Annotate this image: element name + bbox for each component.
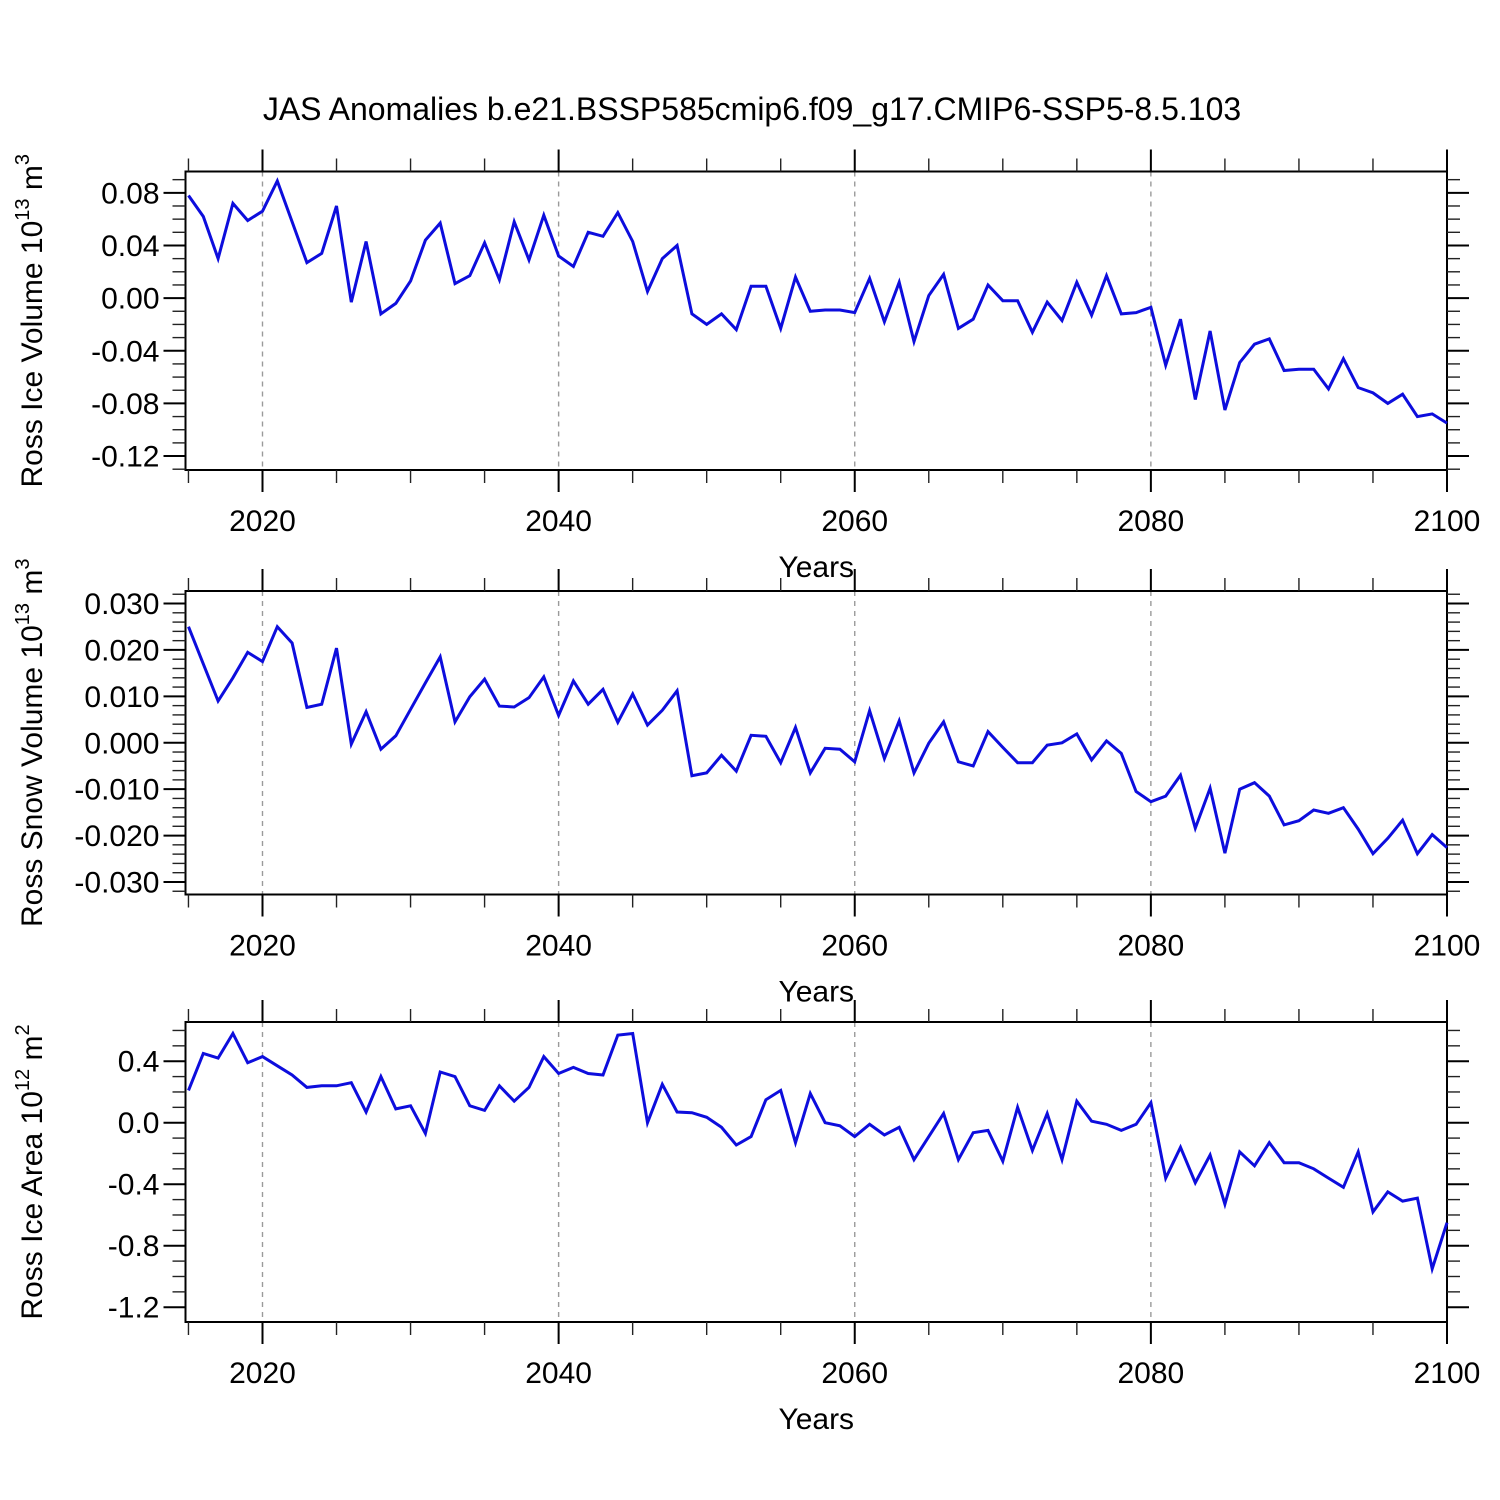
x-tick-label: 2060 [821,1357,888,1390]
y-tick-label: 0.020 [84,634,159,667]
y-tick-label: -0.12 [91,441,159,474]
x-tick-label: 2060 [821,505,888,538]
ross-ice-volume-series [187,177,1448,425]
y-tick-label: -0.8 [108,1230,160,1263]
y-tick-label: 0.08 [101,177,159,210]
x-tick-label: 2020 [229,930,296,963]
plot-frame [184,590,1448,896]
x-axis-label: Years [778,1403,854,1436]
y-tick-label: 0.000 [84,727,159,760]
x-tick-label: 2040 [525,505,592,538]
panel-ross-ice-area: 2020 2040 2060 2080 2100 0.4 0.0 -0.4 -0.8 -1.2 Ye… [12,1000,1480,1436]
x-tick-label: 2100 [1414,930,1481,963]
panel-ross-ice-volume: 2020 2040 2060 2080 2100 0.08 0.04 0.00 -0.04 -0.… [12,149,1481,584]
x-axis-label: Years [778,551,854,584]
x-tick-label: 2100 [1414,1357,1481,1390]
plot-frame [184,1021,1448,1323]
y-tick-label: 0.0 [118,1107,160,1140]
y-axis-label: Ross Snow Volume 1013 m3 [12,558,49,927]
ross-snow-volume-series [187,623,1448,857]
y-tick-label: -0.020 [74,820,159,853]
y-tick-label: 0.4 [118,1046,160,1079]
x-tick-label: 2040 [525,1357,592,1390]
y-tick-label: -0.04 [91,335,159,368]
y-tick-label: 0.00 [101,283,159,316]
y-tick-label: 0.010 [84,681,159,714]
ross-ice-area-series [187,1030,1449,1275]
panels-group: 2020 2040 2060 2080 2100 0.08 0.04 0.00 -0.04 -0.… [12,149,1481,1436]
y-tick-label: -0.08 [91,388,159,421]
x-tick-label: 2040 [525,930,592,963]
y-tick-label: -0.4 [108,1169,160,1202]
y-tick-label: 0.04 [101,230,159,263]
x-tick-label: 2080 [1117,1357,1184,1390]
x-tick-label: 2100 [1414,505,1481,538]
chart-title: JAS Anomalies b.e21.BSSP585cmip6.f09_g17… [263,91,1241,127]
y-tick-label: 0.030 [84,588,159,621]
y-tick-label: -1.2 [108,1292,160,1325]
x-tick-label: 2080 [1117,505,1184,538]
x-tick-label: 2020 [229,505,296,538]
y-tick-label: -0.010 [74,774,159,807]
x-tick-label: 2020 [229,1357,296,1390]
x-tick-label: 2080 [1117,930,1184,963]
y-axis-label: Ross Ice Area 1012 m2 [12,1024,49,1319]
plot-frame [184,170,1448,471]
y-tick-label: -0.030 [74,866,159,899]
x-tick-label: 2060 [821,930,888,963]
y-axis-label: Ross Ice Volume 1013 m3 [12,154,49,488]
x-axis-label: Years [778,976,854,1009]
panel-ross-snow-volume: 2020 2040 2060 2080 2100 0.030 0.020 0.010 0.000… [12,558,1480,1008]
